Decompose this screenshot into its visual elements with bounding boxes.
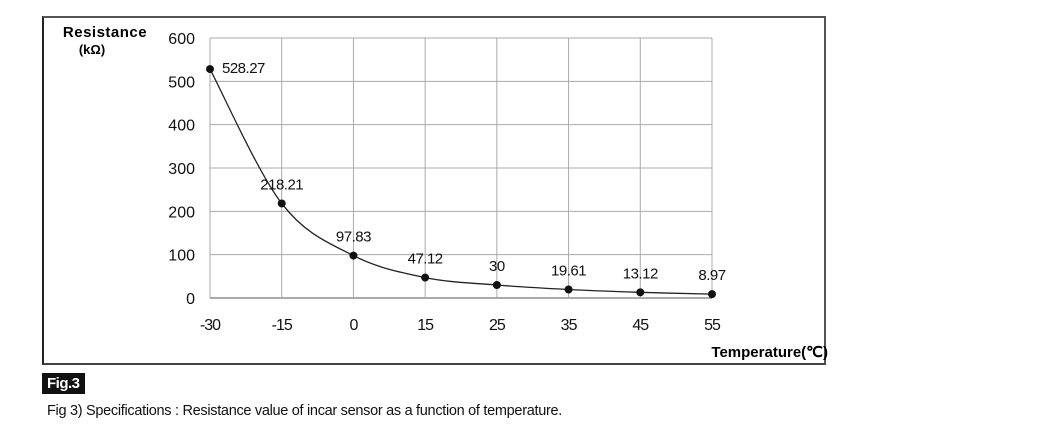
data-point: [421, 273, 430, 282]
y-axis-label: Resistance: [63, 24, 147, 41]
data-label: 528.27: [222, 60, 265, 77]
y-tick-label: 100: [168, 248, 195, 265]
data-point: [492, 281, 501, 289]
data-label: 8.97: [698, 267, 725, 284]
y-tick-label: 400: [168, 118, 195, 135]
x-tick-label: -15: [272, 317, 293, 334]
x-tick-label: 15: [417, 317, 434, 334]
y-tick-label: 0: [186, 291, 195, 308]
figure-badge: Fig.3: [42, 373, 85, 394]
y-axis-unit: (kΩ): [79, 42, 105, 57]
x-tick-label: 55: [704, 317, 721, 334]
x-tick-label: 25: [489, 317, 506, 334]
x-tick-label: 45: [632, 317, 649, 334]
x-tick-label: 0: [349, 317, 358, 334]
figure-caption: Fig 3) Specifications : Resistance value…: [47, 403, 562, 419]
y-tick-label: 300: [168, 161, 195, 178]
data-point: [708, 290, 716, 299]
data-label: 30: [489, 258, 505, 275]
data-label: 47.12: [408, 251, 443, 268]
data-point: [564, 285, 573, 294]
data-label: 97.83: [336, 229, 371, 246]
data-point: [277, 199, 286, 208]
x-axis-label: Temperature(℃): [711, 344, 828, 361]
data-label: 19.61: [551, 263, 586, 280]
chart-frame: [42, 16, 826, 365]
y-tick-label: 600: [168, 31, 195, 48]
x-tick-label: 35: [561, 317, 578, 334]
data-point: [349, 251, 358, 260]
y-tick-label: 500: [168, 74, 195, 91]
x-tick-label: -30: [200, 317, 221, 334]
y-tick-label: 200: [168, 204, 195, 221]
data-label: 13.12: [623, 265, 658, 282]
data-point: [206, 65, 214, 74]
data-point: [636, 288, 645, 297]
data-label: 218.21: [260, 176, 303, 193]
